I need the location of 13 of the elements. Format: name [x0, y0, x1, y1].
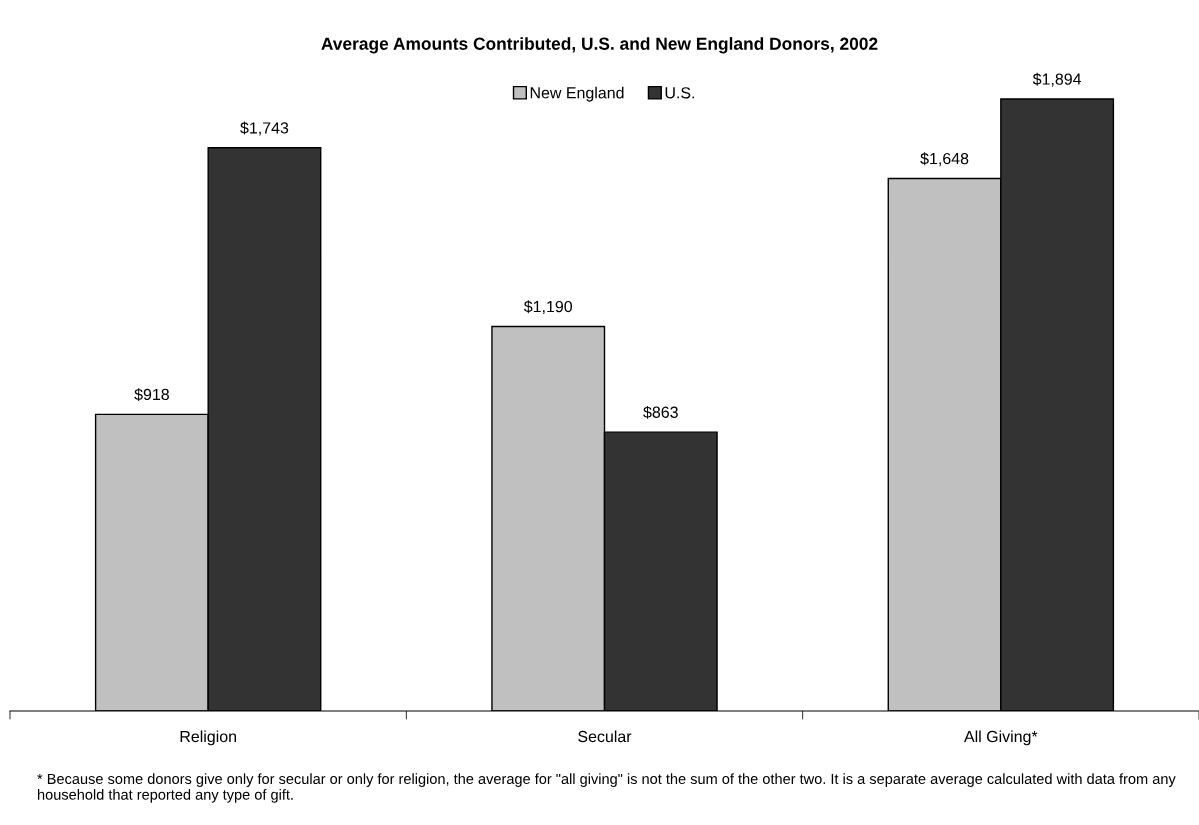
text: * Because some donors give only for secular or only for religion, the average for "all giving" is not the sum of the other two. It is a separate average calculated with data from any household that reported any type of gift.	[37, 773, 1176, 803]
data-label: $863	[643, 405, 678, 419]
chart-title: Average Amounts Contributed, U.S. and New England Donors, 2002	[321, 37, 878, 54]
data-label: $1,648	[920, 152, 969, 167]
x-tick-label: All Giving*	[964, 730, 1038, 746]
legend-label: New England	[530, 86, 624, 102]
legend-label: U.S.	[665, 87, 695, 99]
data-label: $1,894	[1032, 72, 1082, 87]
data-label: $1,743	[240, 121, 289, 136]
data-label: $918	[134, 388, 169, 402]
x-tick-label: Religion	[180, 730, 236, 746]
x-tick-label: Secular	[578, 730, 632, 743]
data-label: $1,190	[523, 300, 573, 315]
